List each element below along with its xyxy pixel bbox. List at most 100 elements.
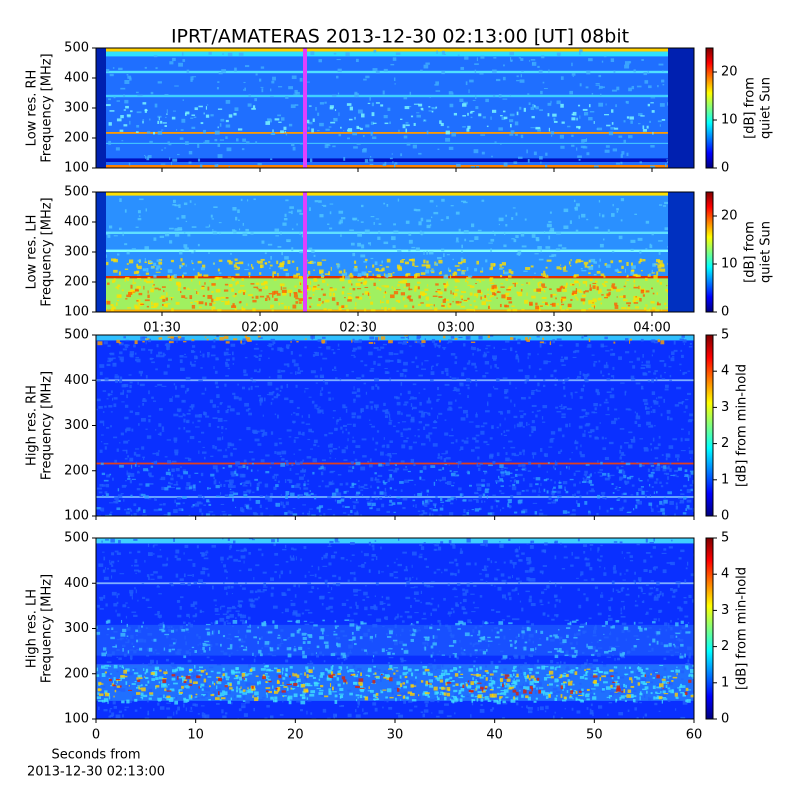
heatmap-speckle	[228, 483, 230, 488]
heatmap-speckle	[658, 251, 661, 255]
heatmap-speckle	[227, 405, 231, 408]
heatmap-speckle	[306, 691, 310, 696]
heatmap-speckle	[272, 76, 276, 81]
heatmap-speckle	[421, 618, 427, 620]
heatmap-speckle	[149, 261, 153, 263]
heatmap-speckle	[372, 437, 374, 441]
heatmap-speckle	[131, 248, 136, 251]
heatmap-speckle	[563, 661, 566, 666]
heatmap-speckle	[496, 500, 500, 503]
heatmap-speckle	[588, 510, 591, 513]
heatmap-speckle	[481, 479, 486, 482]
heatmap-speckle	[153, 302, 159, 307]
heatmap-speckle	[574, 280, 579, 284]
heatmap-speckle	[589, 111, 595, 113]
heatmap-speckle	[124, 416, 129, 420]
heatmap-speckle	[634, 411, 636, 414]
heatmap-speckle	[620, 382, 625, 384]
heatmap-speckle	[461, 372, 465, 377]
heatmap-speckle	[571, 513, 576, 516]
heatmap-speckle	[280, 501, 283, 506]
heatmap-speckle	[193, 484, 196, 489]
heatmap-speckle	[339, 277, 345, 282]
heatmap-speckle	[510, 337, 514, 340]
heatmap-speckle	[554, 369, 557, 372]
heatmap-speckle	[579, 495, 582, 499]
heatmap-speckle	[285, 95, 289, 99]
heatmap-speckle	[574, 207, 577, 210]
heatmap-speckle	[250, 377, 253, 381]
heatmap-speckle	[341, 305, 345, 309]
heatmap-speckle	[364, 258, 368, 262]
heatmap-speckle	[227, 446, 230, 449]
heatmap-speckle	[525, 489, 529, 492]
heatmap-speckle	[221, 511, 226, 513]
heatmap-speckle	[531, 295, 536, 299]
heatmap-speckle	[635, 274, 641, 278]
heatmap-speckle	[431, 107, 436, 110]
heatmap-speckle	[314, 404, 318, 407]
heatmap-speckle	[286, 383, 289, 388]
heatmap-speckle	[128, 507, 132, 510]
heatmap-speckle	[466, 413, 469, 418]
heatmap-speckle	[223, 564, 227, 568]
heatmap-speckle	[332, 292, 335, 297]
heatmap-speckle	[662, 694, 667, 699]
heatmap-speckle	[662, 205, 667, 207]
heatmap-speckle	[259, 78, 262, 82]
heatmap-speckle	[419, 401, 422, 406]
heatmap-speckle	[127, 279, 130, 281]
heatmap-speckle	[532, 502, 538, 504]
heatmap-speckle	[232, 207, 237, 211]
heatmap-speckle	[448, 269, 452, 273]
heatmap-speckle	[191, 226, 197, 228]
heatmap-speckle	[304, 346, 307, 349]
heatmap-speckle	[557, 667, 560, 670]
heatmap-speckle	[431, 365, 434, 367]
heatmap-speckle	[488, 242, 493, 244]
heatmap-speckle	[459, 301, 462, 304]
x-tick-label: 01:30	[143, 321, 180, 336]
heatmap-speckle	[167, 364, 170, 368]
heatmap-speckle	[187, 659, 192, 663]
heatmap-speckle	[461, 493, 464, 497]
heatmap-speckle	[589, 278, 593, 282]
heatmap-speckle	[101, 472, 106, 476]
heatmap-speckle	[270, 402, 273, 405]
heatmap-speckle	[430, 500, 433, 502]
heatmap-speckle	[502, 98, 508, 100]
heatmap-speckle	[490, 295, 494, 298]
heatmap-speckle	[603, 636, 609, 639]
heatmap-speckle	[570, 392, 573, 396]
heatmap-speckle	[645, 494, 647, 499]
heatmap-speckle	[150, 91, 154, 95]
heatmap-speckle	[242, 222, 244, 226]
heatmap-speckle	[138, 405, 140, 408]
heatmap-speckle	[689, 413, 693, 417]
heatmap-speckle	[475, 95, 477, 100]
heatmap-speckle	[386, 299, 390, 304]
heatmap-speckle	[469, 240, 474, 242]
heatmap-speckle	[598, 559, 602, 562]
heatmap-speckle	[144, 299, 150, 302]
heatmap-speckle	[376, 349, 381, 351]
heatmap-speckle	[538, 512, 544, 516]
heatmap-speckle	[476, 294, 478, 298]
heatmap-speckle	[293, 363, 299, 367]
heatmap-speckle	[635, 382, 641, 385]
heatmap-speckle	[440, 219, 444, 221]
heatmap-speckle	[494, 363, 497, 368]
heatmap-speckle	[201, 431, 205, 434]
heatmap-speckle	[123, 499, 125, 502]
heatmap-speckle	[309, 621, 314, 623]
heatmap-speckle	[128, 259, 134, 264]
heatmap-speckle	[229, 483, 234, 485]
heatmap-speckle	[220, 503, 225, 506]
heatmap-speckle	[647, 103, 650, 107]
heatmap-speckle	[253, 355, 257, 357]
heatmap-speckle	[124, 277, 127, 282]
heatmap-speckle	[624, 390, 627, 393]
y-axis-label: Frequency [MHz]	[40, 371, 55, 480]
heatmap-speckle	[499, 464, 504, 469]
heatmap-speckle	[225, 119, 229, 123]
